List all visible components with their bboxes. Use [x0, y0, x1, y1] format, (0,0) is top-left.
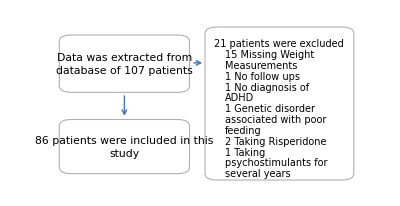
Text: 1 Taking: 1 Taking — [225, 147, 266, 157]
Text: 21 patients were excluded: 21 patients were excluded — [214, 39, 344, 49]
FancyBboxPatch shape — [205, 28, 354, 180]
Text: 1 Genetic disorder: 1 Genetic disorder — [225, 104, 315, 114]
FancyBboxPatch shape — [59, 36, 190, 93]
Text: psychostimulants for: psychostimulants for — [225, 158, 328, 168]
Text: several years: several years — [225, 169, 291, 178]
Text: Data was extracted from
database of 107 patients: Data was extracted from database of 107 … — [56, 53, 193, 76]
Text: 2 Taking Risperidone: 2 Taking Risperidone — [225, 136, 327, 146]
FancyBboxPatch shape — [59, 120, 190, 174]
Text: Measurements: Measurements — [225, 61, 298, 70]
Text: ADHD: ADHD — [225, 93, 254, 103]
Text: 1 No diagnosis of: 1 No diagnosis of — [225, 82, 309, 92]
Text: 86 patients were included in this
study: 86 patients were included in this study — [35, 135, 214, 158]
Text: 15 Missing Weight: 15 Missing Weight — [225, 50, 314, 60]
Text: associated with poor: associated with poor — [225, 115, 326, 124]
Text: feeding: feeding — [225, 125, 262, 135]
Text: 1 No follow ups: 1 No follow ups — [225, 71, 300, 81]
